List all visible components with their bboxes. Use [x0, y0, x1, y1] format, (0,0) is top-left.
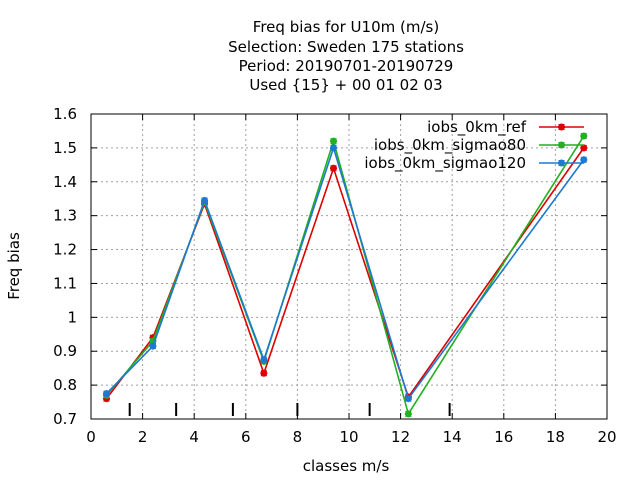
- y-tick-label: 1.3: [53, 207, 77, 225]
- data-point: [201, 196, 209, 204]
- data-point: [558, 159, 565, 167]
- legend-item: iobs_0km_ref: [427, 118, 584, 137]
- data-point: [558, 141, 565, 149]
- y-tick-label: 1: [67, 308, 77, 326]
- y-tick-label: 1.2: [53, 241, 77, 259]
- x-tick-label: 14: [443, 428, 462, 446]
- x-tick-label: 12: [391, 428, 410, 446]
- data-point: [580, 132, 588, 140]
- x-tick-label: 2: [138, 428, 148, 446]
- legend-label: iobs_0km_ref: [427, 118, 527, 137]
- y-tick-label: 1.4: [53, 173, 77, 191]
- series-iobs_0km_sigmao80: [102, 132, 588, 418]
- y-axis-label: Freq bias: [5, 232, 23, 300]
- series: [102, 132, 588, 418]
- y-tick-label: 1.1: [53, 274, 77, 292]
- legend: iobs_0km_refiobs_0km_sigmao80iobs_0km_si…: [364, 118, 584, 173]
- y-tick-label: 1.6: [53, 105, 77, 123]
- y-tick-label: 1.5: [53, 139, 77, 157]
- title-line-3: Period: 20190701-20190729: [239, 57, 454, 75]
- title-line-4: Used {15} + 00 01 02 03: [249, 76, 442, 94]
- data-point: [102, 390, 110, 398]
- x-tick-label: 8: [293, 428, 303, 446]
- data-point: [404, 395, 412, 403]
- series-line: [105, 145, 585, 401]
- data-point: [330, 144, 338, 152]
- data-point: [404, 410, 412, 418]
- legend-item: iobs_0km_sigmao120: [364, 154, 584, 173]
- x-tick-label: 6: [241, 428, 251, 446]
- data-point: [149, 342, 157, 350]
- data-point: [330, 137, 338, 145]
- x-axis-label: classes m/s: [303, 457, 390, 475]
- data-point: [558, 123, 565, 131]
- legend-label: iobs_0km_sigmao80: [374, 136, 526, 155]
- title-line-1: Freq bias for U10m (m/s): [253, 18, 439, 36]
- y-tick-label: 0.7: [53, 410, 77, 428]
- data-point: [330, 164, 338, 172]
- legend-item: iobs_0km_sigmao80: [374, 136, 584, 155]
- axes: 0 2 4 6 8 10 12 14 16 18 20 0.7 0.8 0.9 1 1.1 1.2 1.3 1.4 1…: [53, 105, 616, 446]
- data-point: [260, 369, 268, 377]
- x-tick-label: 10: [339, 428, 358, 446]
- x-tick-label: 0: [86, 428, 96, 446]
- x-tick-label: 16: [494, 428, 513, 446]
- x-tick-label: 18: [546, 428, 565, 446]
- grid: [91, 114, 607, 419]
- title-line-2: Selection: Sweden 175 stations: [228, 38, 464, 56]
- y-tick-label: 0.9: [53, 342, 77, 360]
- chart-title: Freq bias for U10m (m/s) Selection: Swed…: [228, 18, 464, 94]
- y-tick-label: 0.8: [53, 376, 77, 394]
- data-point: [260, 356, 268, 364]
- legend-label: iobs_0km_sigmao120: [364, 154, 526, 173]
- x-tick-label: 4: [189, 428, 199, 446]
- x-tick-label: 20: [597, 428, 616, 446]
- plot-frame: [90, 113, 608, 420]
